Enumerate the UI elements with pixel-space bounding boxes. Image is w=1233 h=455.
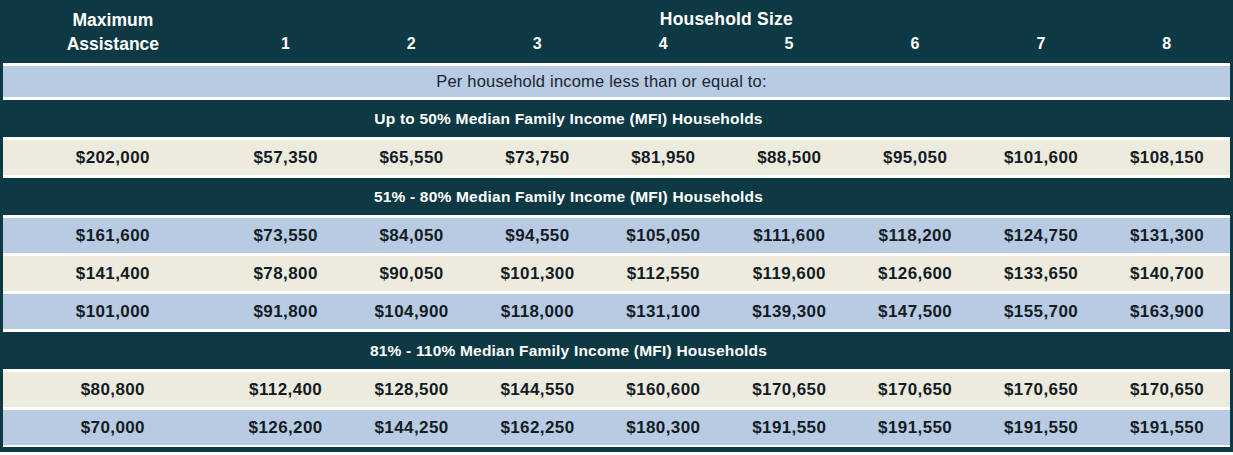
income-cell-size-1: $91,800 xyxy=(223,293,349,331)
income-cell-size-6: $118,200 xyxy=(852,217,978,255)
household-size-col-2: 2 xyxy=(349,35,475,65)
income-cell-size-2: $84,050 xyxy=(349,217,475,255)
income-cell-size-4: $105,050 xyxy=(600,217,726,255)
income-cell-size-7: $155,700 xyxy=(978,293,1104,331)
subheader-text: Per household income less than or equal … xyxy=(3,65,1230,99)
max-assistance-cell: $80,800 xyxy=(3,371,223,409)
table-header: Maximum Assistance Household Size 123456… xyxy=(3,3,1230,65)
table-row: $141,400$78,800$90,050$101,300$112,550$1… xyxy=(3,255,1230,293)
income-cell-size-4: $112,550 xyxy=(600,255,726,293)
max-assistance-cell: $70,000 xyxy=(3,409,223,447)
income-cell-size-5: $119,600 xyxy=(726,255,852,293)
max-assistance-cell: $161,600 xyxy=(3,217,223,255)
income-cell-size-7: $133,650 xyxy=(978,255,1104,293)
income-cell-size-4: $81,950 xyxy=(600,139,726,177)
income-cell-size-2: $144,250 xyxy=(349,409,475,447)
income-cell-size-3: $73,750 xyxy=(475,139,601,177)
table-row: $202,000$57,350$65,550$73,750$81,950$88,… xyxy=(3,139,1230,177)
max-assistance-cell: $141,400 xyxy=(3,255,223,293)
household-size-col-1: 1 xyxy=(223,35,349,65)
income-cell-size-3: $162,250 xyxy=(475,409,601,447)
max-assistance-cell: $202,000 xyxy=(3,139,223,177)
income-cell-size-5: $170,650 xyxy=(726,371,852,409)
income-cell-size-7: $124,750 xyxy=(978,217,1104,255)
income-cell-size-8: $140,700 xyxy=(1104,255,1230,293)
table-row: $80,800$112,400$128,500$144,550$160,600$… xyxy=(3,371,1230,409)
income-cell-size-5: $88,500 xyxy=(726,139,852,177)
section-title: 51% - 80% Median Family Income (MFI) Hou… xyxy=(3,177,1230,217)
income-cell-size-8: $163,900 xyxy=(1104,293,1230,331)
income-limits-table: Maximum Assistance Household Size 123456… xyxy=(3,3,1230,447)
income-cell-size-3: $94,550 xyxy=(475,217,601,255)
household-size-header: Household Size xyxy=(223,3,1230,35)
income-cell-size-6: $95,050 xyxy=(852,139,978,177)
table-row: $161,600$73,550$84,050$94,550$105,050$11… xyxy=(3,217,1230,255)
household-size-col-5: 5 xyxy=(726,35,852,65)
table-row: $70,000$126,200$144,250$162,250$180,300$… xyxy=(3,409,1230,447)
income-cell-size-4: $160,600 xyxy=(600,371,726,409)
income-cell-size-4: $180,300 xyxy=(600,409,726,447)
income-cell-size-5: $139,300 xyxy=(726,293,852,331)
income-cell-size-8: $170,650 xyxy=(1104,371,1230,409)
income-cell-size-1: $126,200 xyxy=(223,409,349,447)
household-size-col-4: 4 xyxy=(600,35,726,65)
header-row-top: Maximum Assistance Household Size xyxy=(3,3,1230,35)
income-cell-size-2: $128,500 xyxy=(349,371,475,409)
max-assistance-line1: Maximum xyxy=(3,9,223,33)
household-size-col-8: 8 xyxy=(1104,35,1230,65)
income-cell-size-1: $57,350 xyxy=(223,139,349,177)
income-cell-size-8: $191,550 xyxy=(1104,409,1230,447)
table-row: $101,000$91,800$104,900$118,000$131,100$… xyxy=(3,293,1230,331)
income-cell-size-3: $101,300 xyxy=(475,255,601,293)
section-title: 81% - 110% Median Family Income (MFI) Ho… xyxy=(3,331,1230,371)
income-cell-size-6: $191,550 xyxy=(852,409,978,447)
income-cell-size-2: $65,550 xyxy=(349,139,475,177)
income-limits-table-container: Maximum Assistance Household Size 123456… xyxy=(0,0,1233,452)
income-cell-size-3: $118,000 xyxy=(475,293,601,331)
section-title-row-3: 81% - 110% Median Family Income (MFI) Ho… xyxy=(3,331,1230,371)
section-title-row-2: 51% - 80% Median Family Income (MFI) Hou… xyxy=(3,177,1230,217)
income-cell-size-7: $101,600 xyxy=(978,139,1104,177)
income-cell-size-1: $112,400 xyxy=(223,371,349,409)
section-title: Up to 50% Median Family Income (MFI) Hou… xyxy=(3,99,1230,139)
income-cell-size-1: $73,550 xyxy=(223,217,349,255)
income-cell-size-2: $90,050 xyxy=(349,255,475,293)
income-cell-size-1: $78,800 xyxy=(223,255,349,293)
income-cell-size-8: $131,300 xyxy=(1104,217,1230,255)
income-cell-size-6: $147,500 xyxy=(852,293,978,331)
income-cell-size-6: $170,650 xyxy=(852,371,978,409)
household-size-col-7: 7 xyxy=(978,35,1104,65)
table-body: Per household income less than or equal … xyxy=(3,65,1230,447)
household-size-col-6: 6 xyxy=(852,35,978,65)
max-assistance-cell: $101,000 xyxy=(3,293,223,331)
section-title-row-1: Up to 50% Median Family Income (MFI) Hou… xyxy=(3,99,1230,139)
income-cell-size-7: $191,550 xyxy=(978,409,1104,447)
max-assistance-line2: Assistance xyxy=(3,33,223,57)
income-cell-size-6: $126,600 xyxy=(852,255,978,293)
income-cell-size-8: $108,150 xyxy=(1104,139,1230,177)
subheader-row: Per household income less than or equal … xyxy=(3,65,1230,99)
income-cell-size-3: $144,550 xyxy=(475,371,601,409)
household-size-col-3: 3 xyxy=(475,35,601,65)
income-cell-size-4: $131,100 xyxy=(600,293,726,331)
income-cell-size-5: $191,550 xyxy=(726,409,852,447)
max-assistance-header: Maximum Assistance xyxy=(3,3,223,65)
income-cell-size-7: $170,650 xyxy=(978,371,1104,409)
income-cell-size-5: $111,600 xyxy=(726,217,852,255)
income-cell-size-2: $104,900 xyxy=(349,293,475,331)
